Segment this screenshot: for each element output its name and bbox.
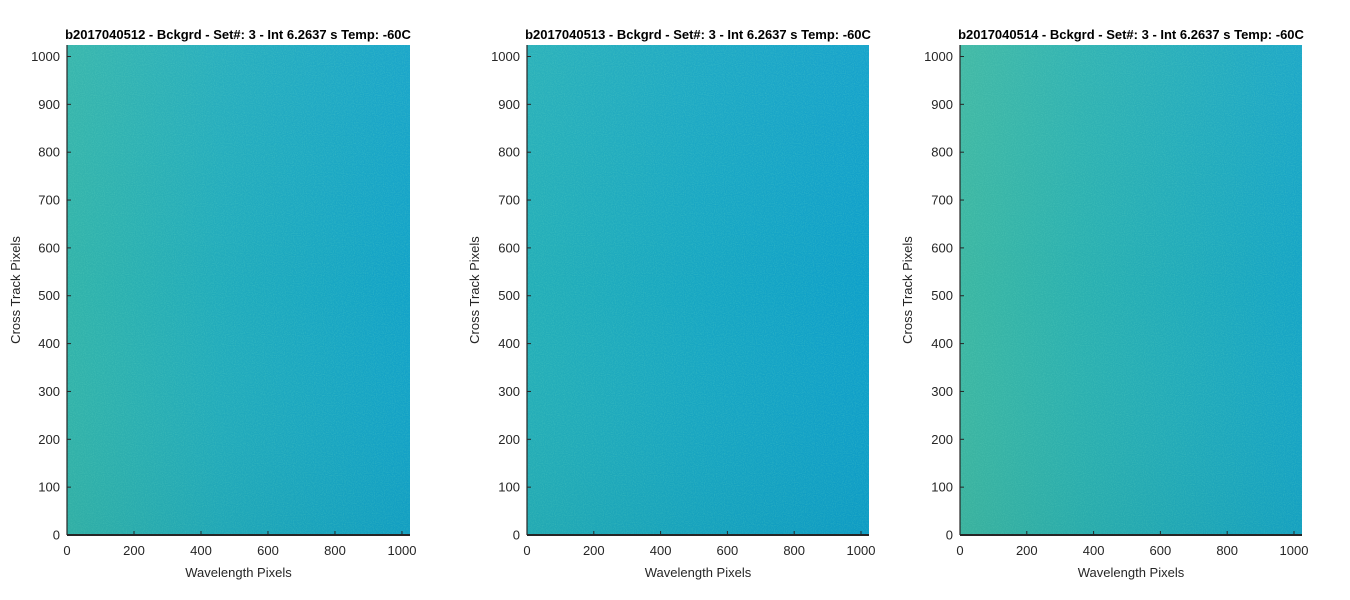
x-tick-label: 800 — [324, 543, 346, 558]
x-axis-label: Wavelength Pixels — [185, 565, 292, 580]
y-tick-label: 700 — [931, 193, 953, 208]
y-tick-label: 900 — [38, 97, 60, 112]
y-tick-label: 300 — [38, 384, 60, 399]
y-tick-label: 100 — [931, 480, 953, 495]
x-axis-label: Wavelength Pixels — [645, 565, 752, 580]
y-tick-label: 0 — [53, 528, 60, 543]
y-tick-label: 100 — [498, 480, 520, 495]
chart-title: b2017040514 - Bckgrd - Set#: 3 - Int 6.2… — [958, 27, 1304, 42]
y-tick-label: 700 — [38, 193, 60, 208]
x-tick-label: 1000 — [1280, 543, 1309, 558]
y-tick-label: 500 — [38, 288, 60, 303]
y-tick-label: 1000 — [491, 49, 520, 64]
y-tick-label: 800 — [498, 145, 520, 160]
y-tick-label: 500 — [498, 288, 520, 303]
x-tick-label: 400 — [650, 543, 672, 558]
x-tick-label: 200 — [583, 543, 605, 558]
y-tick-label: 700 — [498, 193, 520, 208]
x-axis-label: Wavelength Pixels — [1078, 565, 1185, 580]
chart-title: b2017040513 - Bckgrd - Set#: 3 - Int 6.2… — [525, 27, 871, 42]
y-tick-label: 0 — [946, 528, 953, 543]
y-axis-label: Cross Track Pixels — [8, 236, 23, 344]
y-tick-label: 1000 — [924, 49, 953, 64]
y-tick-label: 200 — [498, 432, 520, 447]
y-tick-label: 300 — [931, 384, 953, 399]
x-tick-label: 600 — [257, 543, 279, 558]
y-tick-label: 500 — [931, 288, 953, 303]
y-tick-label: 800 — [931, 145, 953, 160]
y-tick-label: 1000 — [31, 49, 60, 64]
chart-panel-3: b2017040514 - Bckgrd - Set#: 3 - Int 6.2… — [900, 27, 1308, 580]
x-tick-label: 400 — [1083, 543, 1105, 558]
chart-panel-2: b2017040513 - Bckgrd - Set#: 3 - Int 6.2… — [467, 27, 875, 580]
y-tick-label: 400 — [498, 336, 520, 351]
heatmap-shade — [527, 45, 869, 535]
y-tick-label: 400 — [931, 336, 953, 351]
y-axis-label: Cross Track Pixels — [467, 236, 482, 344]
x-tick-label: 800 — [783, 543, 805, 558]
x-tick-label: 1000 — [388, 543, 417, 558]
x-tick-label: 200 — [1016, 543, 1038, 558]
y-tick-label: 200 — [38, 432, 60, 447]
x-tick-label: 1000 — [847, 543, 876, 558]
x-tick-label: 0 — [956, 543, 963, 558]
x-tick-label: 800 — [1216, 543, 1238, 558]
y-tick-label: 300 — [498, 384, 520, 399]
y-tick-label: 600 — [498, 240, 520, 255]
chart-panel-1: b2017040512 - Bckgrd - Set#: 3 - Int 6.2… — [8, 27, 416, 580]
y-tick-label: 800 — [38, 145, 60, 160]
y-tick-label: 900 — [931, 97, 953, 112]
y-tick-label: 100 — [38, 480, 60, 495]
y-tick-label: 600 — [931, 240, 953, 255]
y-tick-label: 0 — [513, 528, 520, 543]
x-tick-label: 400 — [190, 543, 212, 558]
y-tick-label: 200 — [931, 432, 953, 447]
x-tick-label: 0 — [63, 543, 70, 558]
x-tick-label: 0 — [523, 543, 530, 558]
y-axis-label: Cross Track Pixels — [900, 236, 915, 344]
x-tick-label: 600 — [1150, 543, 1172, 558]
chart-title: b2017040512 - Bckgrd - Set#: 3 - Int 6.2… — [65, 27, 411, 42]
y-tick-label: 900 — [498, 97, 520, 112]
heatmap-shade — [960, 45, 1302, 535]
x-tick-label: 600 — [717, 543, 739, 558]
heatmap-shade — [67, 45, 410, 535]
x-tick-label: 200 — [123, 543, 145, 558]
y-tick-label: 600 — [38, 240, 60, 255]
y-tick-label: 400 — [38, 336, 60, 351]
